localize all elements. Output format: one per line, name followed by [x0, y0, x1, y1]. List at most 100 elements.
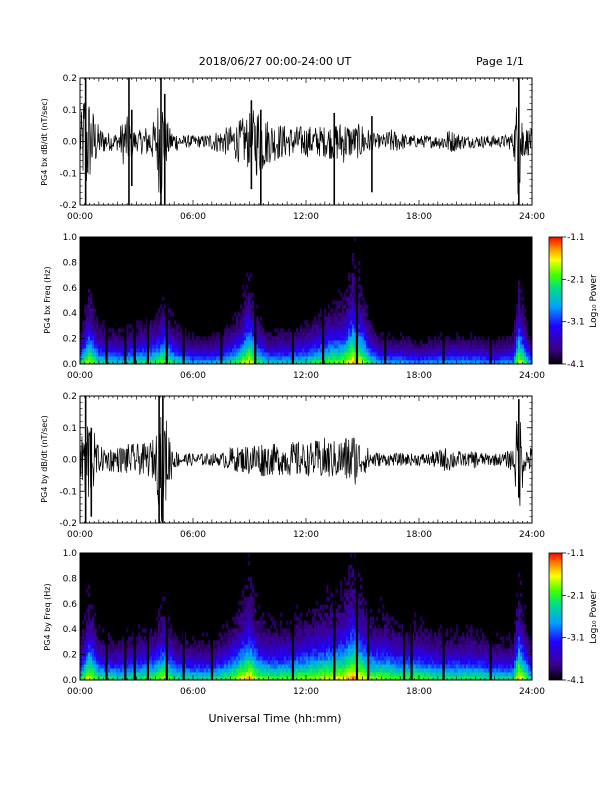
page-number: Page 1/1 — [476, 55, 524, 68]
by-spectrogram-x-tick-label-2: 12:00 — [293, 687, 319, 697]
by-spectrogram-data-gap-6 — [210, 553, 214, 680]
by-spectrogram-colorbar-tick-label-0: -1.1 — [567, 549, 585, 559]
by-colorbar-label: Log₁₀ Power — [589, 590, 599, 644]
bx-waveform-x-tick-label-4: 24:00 — [519, 212, 545, 222]
by-spectrogram-y-tick-label-3: 0.6 — [63, 600, 78, 610]
by-spectrogram-data-gap-3 — [146, 553, 149, 680]
by-waveform-trace — [79, 396, 533, 523]
bx-spectrogram-data-gap-8 — [291, 237, 295, 364]
bx-spectrogram-data-gap-2 — [133, 237, 136, 364]
bx-spectrogram-x-tick-label-0: 00:00 — [67, 371, 93, 381]
bx-spectrogram-colorbar-tick-label-3: -4.1 — [567, 360, 585, 370]
bx-spectrogram-data-gap-6 — [220, 237, 223, 364]
by-waveform-y-tick-label-1: -0.1 — [59, 487, 77, 497]
by-spectrogram-x-tick-label-0: 00:00 — [67, 687, 93, 697]
bx-spectrogram-image — [80, 237, 533, 365]
bx-spectrogram-y-tick-label-5: 1.0 — [63, 233, 78, 243]
bx-spectrogram-y-tick-label-4: 0.8 — [63, 258, 78, 268]
by-spectrogram-y-tick-label-2: 0.4 — [63, 625, 78, 635]
by-waveform-x-tick-label-3: 18:00 — [406, 530, 432, 540]
by-waveform-ylabel: PG4 by dB/dt (nT/sec) — [40, 415, 49, 502]
by-spectrogram-data-gap-0 — [105, 553, 108, 680]
bx-waveform-series-line — [79, 101, 533, 195]
bx-spectrogram-y-tick-label-0: 0.0 — [63, 360, 78, 370]
bx-colorbar-gradient — [548, 236, 563, 365]
by-waveform-x-tick-label-2: 12:00 — [293, 530, 319, 540]
by-spectrogram-data-gap-10 — [367, 553, 370, 680]
bx-colorbar-label: Log₁₀ Power — [589, 274, 599, 328]
bx-spectrogram-data-gap-3 — [146, 237, 149, 364]
bx-spectrogram-data-gap-5 — [182, 237, 185, 364]
by-spectrogram-x-tick-label-4: 24:00 — [519, 687, 545, 697]
bx-waveform-y-tick-label-3: 0.1 — [63, 106, 77, 116]
by-spectrogram-y-tick-label-1: 0.2 — [63, 651, 77, 661]
by-spectrogram-data-gap-11 — [402, 553, 406, 680]
bx-spectrogram-x-tick-label-3: 18:00 — [406, 371, 432, 381]
by-spectrogram-data-gap-5 — [182, 553, 185, 680]
by-spectrogram-colorbar-tick-label-2: -3.1 — [567, 634, 585, 644]
by-spectrogram-image — [80, 553, 533, 681]
bx-spectrogram-data-gap-12 — [442, 237, 445, 364]
bx-spectrogram-data-gap-4 — [165, 237, 168, 364]
bx-spectrogram-data-gap-7 — [254, 237, 257, 364]
by-spectrogram-y-tick-label-4: 0.8 — [63, 574, 78, 584]
by-spectrogram-x-tick-label-1: 06:00 — [180, 687, 206, 697]
by-waveform-y-tick-label-3: 0.1 — [63, 424, 77, 434]
bx-spectrogram-data-gap-11 — [384, 237, 387, 364]
by-spectrogram-ylabel: PG4 by Freq (Hz) — [43, 583, 52, 650]
by-spectrogram-colorbar-tick-label-3: -4.1 — [567, 676, 585, 686]
bx-spectrogram-y-tick-label-2: 0.4 — [63, 309, 78, 319]
by-spectrogram-colorbar-tick-label-1: -2.1 — [567, 591, 585, 601]
bx-spectrogram-colorbar-tick-label-1: -2.1 — [567, 275, 585, 285]
by-spectrogram-y-tick-label-5: 1.0 — [63, 549, 78, 559]
by-spectrogram-data-gap-12 — [410, 553, 413, 680]
bx-spectrogram-x-tick-label-4: 24:00 — [519, 371, 545, 381]
by-spectrogram-y-tick-label-0: 0.0 — [63, 676, 78, 686]
bx-waveform-panel: 00:00 06:00 12:00 18:00 24:00 -0.2 -0.1 0.0 0.1 0… — [40, 74, 545, 222]
bx-waveform-axes: 00:00 06:00 12:00 18:00 24:00 -0.2 -0.1 0.0 0.1 0… — [59, 74, 545, 222]
by-waveform-y-tick-label-0: -0.2 — [59, 519, 77, 529]
by-waveform-x-tick-label-4: 24:00 — [519, 530, 545, 540]
by-spectrogram-data-gap-8 — [333, 553, 336, 680]
by-spectrogram-data-gap-14 — [489, 553, 492, 680]
bx-waveform-x-tick-label-3: 18:00 — [406, 212, 432, 222]
by-spectrogram-data-gap-1 — [124, 553, 127, 680]
bx-spectrogram-data-gap-9 — [321, 237, 325, 364]
bx-waveform-trace — [79, 78, 533, 205]
bx-waveform-x-tick-label-2: 12:00 — [293, 212, 319, 222]
bx-spectrogram-y-tick-label-3: 0.6 — [63, 284, 78, 294]
by-spectrogram-axes: 00:00 06:00 12:00 18:00 24:00 0.0 0.2 0.4 0.6 0.8… — [63, 549, 546, 697]
by-waveform-x-tick-label-1: 06:00 — [180, 530, 206, 540]
bx-waveform-x-tick-label-0: 00:00 — [67, 212, 93, 222]
by-spectrogram-data-gap-2 — [133, 553, 136, 680]
bx-spectrogram-data-gap-10 — [355, 237, 359, 364]
by-spectrogram-x-tick-label-3: 18:00 — [406, 687, 432, 697]
by-colorbar: -1.1 -2.1 -3.1 -4.1 Log₁₀ Power — [548, 549, 599, 686]
bx-waveform-y-tick-label-4: 0.2 — [63, 74, 77, 84]
bx-spectrogram-y-tick-label-1: 0.2 — [63, 335, 77, 345]
by-colorbar-gradient — [548, 552, 563, 681]
by-waveform-axes: 00:00 06:00 12:00 18:00 24:00 -0.2 -0.1 0.0 0.1 0… — [59, 392, 545, 540]
by-waveform-y-tick-label-4: 0.2 — [63, 392, 77, 402]
bx-spectrogram-x-tick-label-1: 06:00 — [180, 371, 206, 381]
bx-spectrogram-data-gap-0 — [105, 237, 108, 364]
bx-waveform-y-tick-label-0: -0.2 — [59, 201, 77, 211]
bx-spectrogram-data-gap-1 — [124, 237, 127, 364]
by-spectrogram-data-gap-4 — [165, 553, 168, 680]
by-waveform-series-line — [79, 405, 533, 522]
figure-title: 2018/06/27 00:00-24:00 UT — [199, 55, 352, 68]
by-waveform-panel: 00:00 06:00 12:00 18:00 24:00 -0.2 -0.1 0.0 0.1 0… — [40, 392, 545, 540]
by-spectrogram-data-gap-9 — [355, 553, 359, 680]
bx-spectrogram-colorbar-tick-label-0: -1.1 — [567, 233, 585, 243]
bx-waveform-y-tick-label-2: 0.0 — [63, 138, 78, 148]
bx-spectrogram-data-gap-13 — [489, 237, 492, 364]
by-waveform-x-tick-label-0: 00:00 — [67, 530, 93, 540]
x-axis-label: Universal Time (hh:mm) — [209, 712, 342, 725]
bx-spectrogram-x-tick-label-2: 12:00 — [293, 371, 319, 381]
bx-waveform-x-tick-label-1: 06:00 — [180, 212, 206, 222]
bx-spectrogram-axes: 00:00 06:00 12:00 18:00 24:00 0.0 0.2 0.4 0.6 0.8… — [63, 233, 546, 381]
by-spectrogram-data-gap-13 — [442, 553, 445, 680]
bx-waveform-ylabel: PG4 bx dB/dt (nT/sec) — [40, 98, 49, 185]
by-spectrogram-data-gap-7 — [291, 553, 295, 680]
